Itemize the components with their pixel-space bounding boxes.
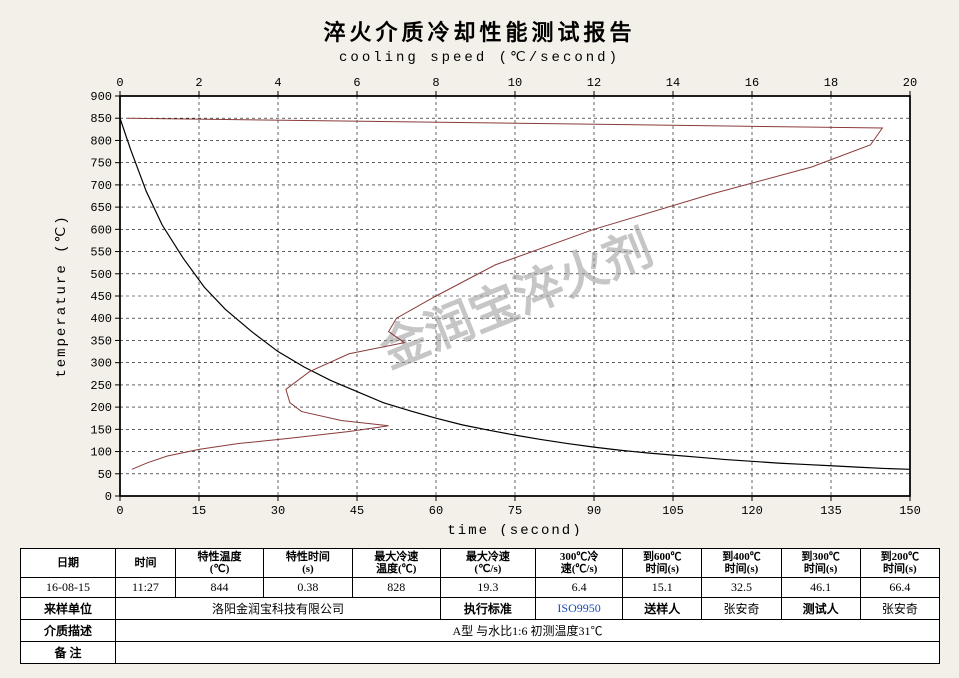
svg-text:550: 550 <box>90 246 112 260</box>
col-header: 时间 <box>116 549 176 578</box>
svg-text:400: 400 <box>90 312 112 326</box>
val-unit: 洛阳金润宝科技有限公司 <box>116 598 441 620</box>
svg-text:20: 20 <box>903 76 917 90</box>
svg-text:50: 50 <box>98 468 112 482</box>
val-sender: 张安奇 <box>702 598 781 620</box>
svg-text:time (second): time (second) <box>447 523 582 536</box>
val-notes <box>116 642 940 664</box>
svg-text:800: 800 <box>90 134 112 148</box>
col-header: 最大冷速温度(℃) <box>352 549 440 578</box>
svg-text:90: 90 <box>587 504 601 518</box>
data-cell: 844 <box>175 578 263 598</box>
svg-text:150: 150 <box>899 504 921 518</box>
svg-text:450: 450 <box>90 290 112 304</box>
col-header: 特性时间(s) <box>264 549 352 578</box>
val-std: ISO9950 <box>535 598 622 620</box>
data-cell: 46.1 <box>781 578 860 598</box>
svg-text:120: 120 <box>741 504 763 518</box>
data-cell: 11:27 <box>116 578 176 598</box>
svg-text:18: 18 <box>824 76 838 90</box>
svg-text:500: 500 <box>90 268 112 282</box>
col-header: 到200℃时间(s) <box>860 549 939 578</box>
label-notes: 备 注 <box>21 642 116 664</box>
svg-text:750: 750 <box>90 157 112 171</box>
svg-text:650: 650 <box>90 201 112 215</box>
svg-text:15: 15 <box>192 504 206 518</box>
svg-text:0: 0 <box>116 76 123 90</box>
col-header: 特性温度(℃) <box>175 549 263 578</box>
data-cell: 828 <box>352 578 440 598</box>
svg-text:8: 8 <box>432 76 439 90</box>
top-axis-label: cooling speed (℃/second) <box>20 49 939 66</box>
report-title: 淬火介质冷却性能测试报告 <box>20 15 939 47</box>
col-header: 300℃冷速(℃/s) <box>535 549 622 578</box>
col-header: 日期 <box>21 549 116 578</box>
svg-text:6: 6 <box>353 76 360 90</box>
svg-text:100: 100 <box>90 446 112 460</box>
label-sender: 送样人 <box>623 598 702 620</box>
label-unit: 来样单位 <box>21 598 116 620</box>
data-table: 日期时间特性温度(℃)特性时间(s)最大冷速温度(℃)最大冷速(℃/s)300℃… <box>20 548 940 664</box>
svg-text:75: 75 <box>508 504 522 518</box>
chart-container: 0501001502002503003504004505005506006507… <box>20 66 940 536</box>
svg-text:135: 135 <box>820 504 842 518</box>
svg-text:temperature (℃): temperature (℃) <box>54 214 70 377</box>
data-cell: 66.4 <box>860 578 939 598</box>
svg-text:16: 16 <box>745 76 759 90</box>
label-tester: 测试人 <box>781 598 860 620</box>
svg-text:850: 850 <box>90 112 112 126</box>
svg-text:105: 105 <box>662 504 684 518</box>
svg-text:0: 0 <box>116 504 123 518</box>
svg-text:700: 700 <box>90 179 112 193</box>
data-cell: 6.4 <box>535 578 622 598</box>
svg-text:200: 200 <box>90 401 112 415</box>
svg-text:12: 12 <box>587 76 601 90</box>
col-header: 到600℃时间(s) <box>623 549 702 578</box>
col-header: 到300℃时间(s) <box>781 549 860 578</box>
data-cell: 19.3 <box>440 578 535 598</box>
data-cell: 0.38 <box>264 578 352 598</box>
col-header: 到400℃时间(s) <box>702 549 781 578</box>
svg-text:300: 300 <box>90 357 112 371</box>
data-cell: 15.1 <box>623 578 702 598</box>
col-header: 最大冷速(℃/s) <box>440 549 535 578</box>
cooling-chart: 0501001502002503003504004505005506006507… <box>20 66 940 536</box>
label-std: 执行标准 <box>440 598 535 620</box>
svg-text:45: 45 <box>350 504 364 518</box>
val-tester: 张安奇 <box>860 598 939 620</box>
svg-text:150: 150 <box>90 423 112 437</box>
data-cell: 32.5 <box>702 578 781 598</box>
svg-text:60: 60 <box>429 504 443 518</box>
svg-text:14: 14 <box>666 76 680 90</box>
svg-text:30: 30 <box>271 504 285 518</box>
svg-text:600: 600 <box>90 223 112 237</box>
svg-text:2: 2 <box>195 76 202 90</box>
svg-text:4: 4 <box>274 76 281 90</box>
svg-text:350: 350 <box>90 334 112 348</box>
data-cell: 16-08-15 <box>21 578 116 598</box>
svg-text:0: 0 <box>105 490 112 504</box>
svg-text:250: 250 <box>90 379 112 393</box>
svg-text:900: 900 <box>90 90 112 104</box>
svg-text:10: 10 <box>508 76 522 90</box>
